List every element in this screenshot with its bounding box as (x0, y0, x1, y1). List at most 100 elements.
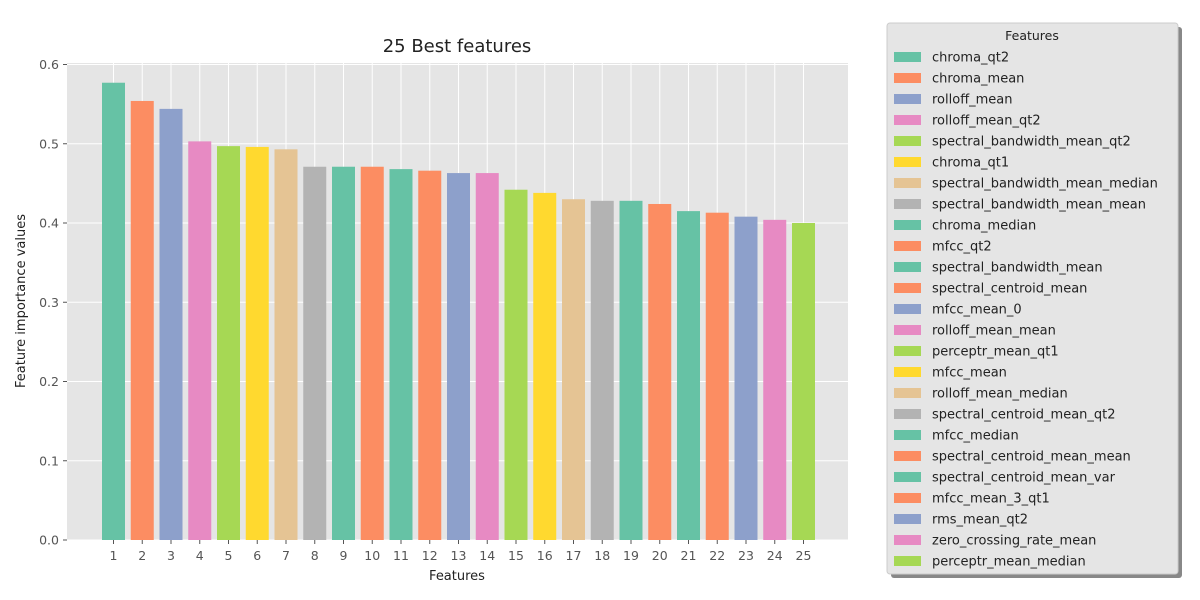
x-tick-label: 18 (594, 548, 610, 563)
legend-entry: chroma_median (932, 219, 1036, 234)
legend-swatch (894, 346, 921, 356)
legend-entry: chroma_qt2 (932, 51, 1009, 66)
bar-13 (447, 173, 470, 540)
bar-24 (763, 219, 787, 540)
legend-entry: spectral_bandwidth_mean_mean (932, 198, 1146, 213)
legend-entry: spectral_bandwidth_mean (932, 261, 1103, 276)
bar-10 (360, 166, 384, 541)
legend-swatch (894, 94, 921, 104)
legend-swatch (894, 157, 921, 167)
y-tick-label: 0.4 (39, 216, 59, 231)
legend-swatch (894, 115, 921, 125)
legend-swatch (894, 304, 921, 314)
legend-swatch (894, 241, 921, 251)
x-tick-label: 25 (796, 548, 812, 563)
legend-swatch (894, 514, 921, 524)
legend-entry: perceptr_mean_median (932, 555, 1086, 570)
legend-entry: rolloff_mean_qt2 (932, 114, 1041, 129)
x-tick-label: 21 (681, 548, 697, 563)
legend-entry: rolloff_mean_median (932, 387, 1068, 402)
legend-entry: chroma_qt1 (932, 156, 1009, 171)
legend-swatch (894, 451, 921, 461)
legend-entry: chroma_mean (932, 72, 1024, 87)
legend-swatch (894, 388, 921, 398)
bar-16 (533, 192, 557, 540)
legend-entry: spectral_bandwidth_mean_qt2 (932, 135, 1131, 150)
legend-swatch (894, 136, 921, 146)
y-tick-label: 0.6 (39, 57, 59, 72)
legend-entry: rolloff_mean_mean (932, 324, 1056, 339)
legend-swatch (894, 283, 921, 293)
legend-swatch (894, 73, 921, 83)
x-tick-label: 4 (196, 548, 204, 563)
bar-19 (619, 200, 643, 540)
x-tick-label: 1 (110, 548, 118, 563)
legend-title: Features (1005, 28, 1059, 43)
legend-entry: mfcc_mean_0 (932, 303, 1022, 318)
bar-21 (677, 211, 700, 541)
x-tick-label: 2 (138, 548, 146, 563)
legend-swatch (894, 220, 921, 230)
bar-25 (792, 223, 815, 540)
y-axis-label: Feature importance values (14, 214, 29, 388)
bar-14 (475, 173, 499, 540)
bar-8 (303, 166, 327, 541)
legend-items: chroma_qt2 chroma_mean rolloff_meanrolloff… (894, 51, 1158, 570)
bar-5 (217, 146, 240, 540)
legend-swatch (894, 493, 921, 503)
bar-23 (734, 216, 758, 540)
legend-entry: zero_crossing_rate_mean (932, 534, 1096, 549)
bar-15 (504, 189, 528, 540)
x-tick-label: 17 (566, 548, 582, 563)
x-tick-label: 14 (479, 548, 495, 563)
bar-3 (159, 108, 183, 540)
x-tick-label: 11 (393, 548, 409, 563)
bar-12 (418, 170, 442, 540)
legend-entry: perceptr_mean_qt1 (932, 345, 1059, 360)
x-tick-label: 5 (225, 548, 233, 563)
bar-7 (274, 149, 298, 541)
y-tick-label: 0.5 (39, 136, 59, 151)
bar-4 (188, 141, 212, 540)
y-axis-ticks: 0.0 0.1 0.2 0.3 0.4 0.5 0.6 (39, 57, 67, 548)
bar-22 (705, 212, 729, 540)
legend-swatch (894, 367, 921, 377)
legend-swatch (894, 325, 921, 335)
legend-entry: spectral_centroid_mean_var (932, 471, 1116, 486)
legend-swatch (894, 556, 921, 566)
x-tick-label: 12 (422, 548, 438, 563)
x-tick-label: 6 (253, 548, 261, 563)
legend-box (886, 22, 1179, 575)
x-tick-label: 13 (451, 548, 467, 563)
legend-swatch (894, 409, 921, 419)
x-tick-label: 8 (311, 548, 319, 563)
x-tick-label: 24 (767, 548, 783, 563)
x-tick-label: 23 (738, 548, 754, 563)
legend-swatch (894, 535, 921, 545)
bar-9 (332, 166, 355, 541)
x-tick-label: 16 (537, 548, 553, 563)
legend-swatch (894, 199, 921, 209)
legend-entry: mfcc_qt2 (932, 240, 992, 255)
legend-swatch (894, 178, 921, 188)
legend-swatch (894, 52, 921, 62)
legend-entry: mfcc_mean (932, 366, 1007, 381)
x-tick-label: 19 (623, 548, 639, 563)
legend-entry: spectral_centroid_mean (932, 282, 1087, 297)
legend-swatch (894, 472, 921, 482)
legend-entry: rms_mean_qt2 (932, 513, 1028, 528)
legend-entry: mfcc_median (932, 429, 1019, 444)
x-tick-label: 9 (340, 548, 348, 563)
bar-18 (590, 200, 614, 540)
x-tick-label: 7 (282, 548, 290, 563)
bar-20 (648, 203, 672, 541)
x-tick-label: 20 (652, 548, 668, 563)
bar-1 (102, 82, 125, 540)
y-tick-label: 0.3 (39, 295, 59, 310)
legend-swatch (894, 430, 921, 440)
bar-11 (389, 169, 413, 541)
x-tick-label: 10 (364, 548, 380, 563)
bar-6 (245, 146, 269, 541)
legend-entry: mfcc_mean_3_qt1 (932, 492, 1050, 507)
